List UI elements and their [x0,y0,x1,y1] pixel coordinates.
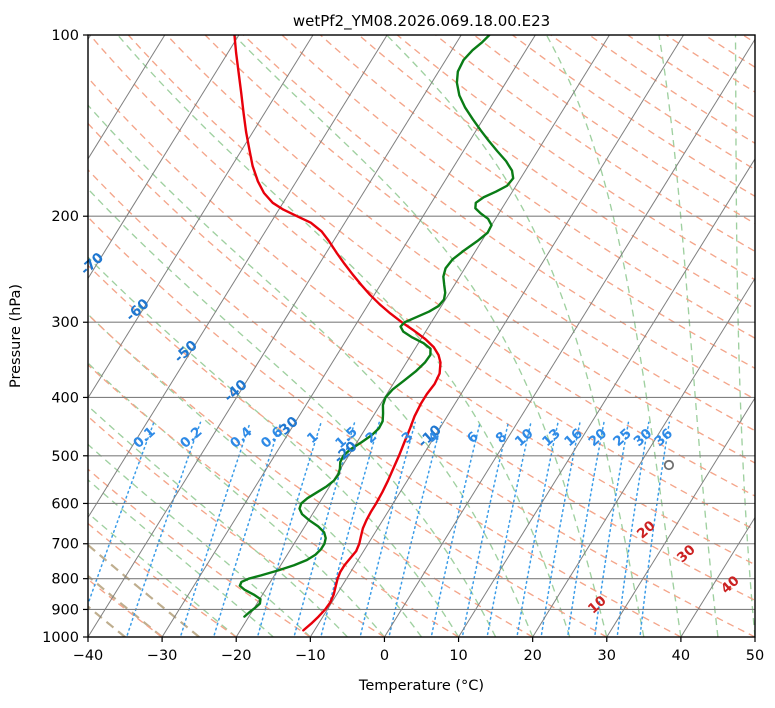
mixing-ratio-line [179,421,251,637]
dry-adiabat-line [88,76,755,566]
isotherm-line [88,35,240,280]
dry-adiabat-line [127,35,755,497]
x-tick-label: −20 [221,648,252,664]
moist-adiabat-line [88,574,163,637]
x-tick-label: 50 [746,648,764,664]
isotherm-line [88,35,314,399]
mixing-ratio-line [461,421,510,637]
isotherm-line [606,396,755,637]
y-tick-label: 500 [51,449,79,465]
sounding-curves [233,35,515,632]
moist-adiabat-line [88,478,274,637]
dry-adiabat-line [89,35,755,531]
moist-adiabat-line [232,35,608,637]
dry-adiabat-line [88,363,459,637]
moist-adiabat-line [88,188,497,637]
x-tick-label: 0 [380,648,389,664]
isotherm-line [88,35,388,519]
y-tick-label: 400 [51,390,79,406]
moist-adiabat-line [88,443,311,637]
dry-adiabat-line [88,122,755,602]
isotherm-line [161,35,536,637]
sounding-dewpoint-curve [238,35,515,618]
y-tick-label: 100 [51,28,79,44]
dry-adiabat-line [88,522,237,637]
x-tick-label: 30 [598,648,616,664]
mixing-ratio-line [486,421,532,637]
mixing-ratio-lines [88,421,671,637]
mixing-ratio-line [566,421,605,637]
mixing-ratio-line [593,421,630,637]
x-axis-label: Temperature (°C) [358,678,484,694]
y-tick-label: 200 [51,209,79,225]
dry-adiabat-line [204,35,755,432]
y-axis-label: Pressure (hPa) [8,284,24,388]
mixing-ratio-line [256,421,322,637]
y-tick-label: 300 [51,315,79,331]
y-tick-label: 1000 [42,630,79,646]
y-axis-ticks: 100 200 300 400 500 600 700 800 900 1000 [42,28,88,646]
parcel-level-marker [663,459,675,471]
moist-adiabat-line [88,313,423,637]
mixing-ratio-line [212,421,282,637]
dry-adiabat-lines [88,35,755,637]
parcel-marker-circle[interactable] [663,459,675,471]
mixing-ratio-line [320,421,380,637]
mixing-ratio-line [388,421,443,637]
moist-adiabat-line [88,543,200,637]
dry-adiabat-line [88,313,534,637]
x-axis-ticks: −40 −30 −20 −10 0 10 20 30 40 50 [73,637,764,664]
x-tick-label: 10 [449,648,467,664]
x-tick-label: −10 [295,648,326,664]
y-tick-label: 800 [51,572,79,588]
mixing-ratio-line [639,421,671,637]
mixing-ratio-line [516,421,559,637]
mixing-ratio-line [359,421,416,637]
isotherm-line [532,277,755,637]
moist-adiabat-lines [88,35,755,637]
isotherm-line [88,35,462,637]
x-tick-label: −40 [73,648,104,664]
dry-adiabat-line [88,468,311,637]
moist-adiabat-line [88,256,460,637]
mixing-ratio-line [125,421,202,637]
dry-adiabat-line [396,35,755,281]
chart-title: wetPf2_YM08.2026.069.18.00.E23 [293,12,550,31]
y-tick-label: 700 [51,537,79,553]
mixing-ratio-line [293,421,356,637]
moist-adiabat-line [88,405,348,637]
moist-adiabat-line [116,35,571,637]
plot-border [87,34,756,638]
y-tick-label: 600 [51,496,79,512]
moist-adiabat-line [734,35,755,637]
isotherm-line [88,35,166,160]
moist-adiabat-line [658,35,719,637]
dry-adiabat-line [166,35,755,464]
isobar-lines [88,35,755,637]
sounding-temperature-curve [233,35,442,632]
y-tick-label: 900 [51,602,79,618]
isotherm-line [309,35,684,637]
dry-adiabat-line [88,216,682,637]
isotherm-line [384,38,755,637]
dry-adiabat-line [88,264,608,637]
isotherm-line [680,516,755,637]
dry-adiabat-line [88,415,385,637]
mixing-ratio-line [430,421,481,637]
x-tick-label: 20 [523,648,541,664]
moist-adiabat-line [545,35,682,637]
dry-adiabat-line [358,35,755,310]
isotherm-line [458,157,755,637]
mixing-ratio-line [88,421,155,607]
moist-adiabat-line [385,35,645,637]
x-tick-label: −30 [147,648,178,664]
mixing-ratio-line [540,421,581,637]
dry-adiabat-line [319,35,755,339]
x-tick-label: 40 [672,648,690,664]
mixing-ratio-line [616,421,650,637]
